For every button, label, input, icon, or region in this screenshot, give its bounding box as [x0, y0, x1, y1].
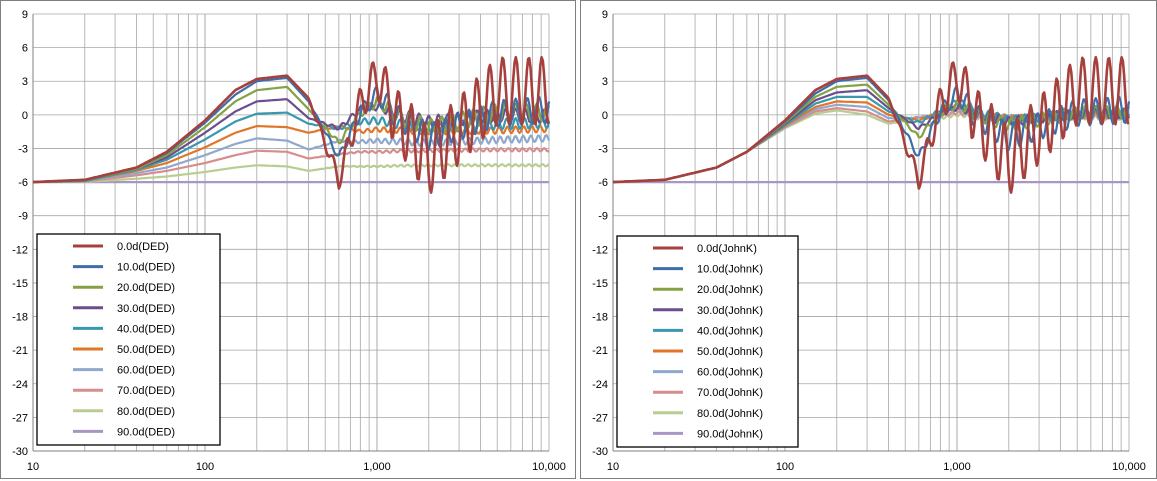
chart-panel-left: 9 6 3 0 -3 -6 -9 -12 -15 -18 -21 -24 -27 -30 10 100 1,00… [0, 0, 576, 479]
x-tick-label: 10 [607, 461, 619, 473]
x-tick-label: 100 [196, 461, 214, 473]
x-tick-label: 10 [27, 461, 39, 473]
legend-label: 50.0d(DED) [117, 344, 175, 356]
chart-panel-right: 9 6 3 0 -3 -6 -9 -12 -15 -18 -21 -24 -27 -30 10 100 1,00… [580, 0, 1157, 479]
y-tick-label: -12 [592, 244, 608, 256]
y-tick-label: -21 [592, 345, 608, 357]
legend-label: 50.0d(JohnK) [697, 346, 763, 358]
series-line [33, 163, 550, 184]
legend-label: 60.0d(JohnK) [697, 367, 763, 379]
legend-label: 80.0d(JohnK) [697, 408, 763, 420]
legend-label: 90.0d(JohnK) [697, 428, 763, 440]
legend-label: 60.0d(DED) [117, 365, 175, 377]
legend-box [616, 235, 799, 448]
series-line [33, 111, 551, 184]
legend-label: 40.0d(JohnK) [697, 325, 763, 337]
legend-label: 70.0d(DED) [117, 385, 175, 397]
y-tick-label: -6 [18, 177, 28, 189]
legend-label: 30.0d(DED) [117, 303, 175, 315]
series-line [33, 147, 550, 184]
x-tick-label: 1,000 [943, 461, 971, 473]
x-tick-label: 10,000 [1112, 461, 1146, 473]
y-tick-label: 6 [22, 43, 28, 55]
y-tick-label: 6 [602, 43, 608, 55]
y-tick-label: -15 [12, 278, 28, 290]
legend: 0.0d(DED) 10.0d(DED) 20.0d(DED) 30.0d(DED) 4… [36, 233, 221, 446]
y-tick-label: -30 [12, 446, 28, 458]
legend: 0.0d(JohnK) 10.0d(JohnK) 20.0d(JohnK) 30.0d… [616, 235, 799, 448]
y-tick-label: -9 [18, 211, 28, 223]
series-line [32, 55, 550, 194]
legend-label: 10.0d(DED) [117, 262, 175, 274]
legend-label: 20.0d(JohnK) [697, 284, 763, 296]
y-tick-label: 0 [22, 110, 28, 122]
y-tick-label: 9 [22, 9, 28, 21]
legend-label: 10.0d(JohnK) [697, 264, 763, 276]
legend-label: 90.0d(DED) [117, 426, 175, 438]
y-tick-label: -12 [12, 244, 28, 256]
y-tick-label: 0 [602, 110, 608, 122]
y-tick-label: -24 [12, 379, 28, 391]
chart-left: 9 6 3 0 -3 -6 -9 -12 -15 -18 -21 -24 -27 -30 10 100 1,00… [12, 9, 566, 473]
x-tick-label: 10,000 [532, 461, 566, 473]
x-tick-label: 1,000 [363, 461, 391, 473]
series-line [612, 55, 1130, 194]
legend-label: 20.0d(DED) [117, 282, 175, 294]
y-tick-label: -27 [12, 412, 28, 424]
y-tick-label: -3 [598, 143, 608, 155]
y-tick-label: 3 [22, 76, 28, 88]
chart-right: 9 6 3 0 -3 -6 -9 -12 -15 -18 -21 -24 -27 -30 10 100 1,00… [592, 9, 1146, 473]
y-tick-label: -18 [592, 312, 608, 324]
y-tick-label: -9 [598, 211, 608, 223]
legend-label: 70.0d(JohnK) [697, 387, 763, 399]
y-tick-label: -27 [592, 412, 608, 424]
y-tick-label: -3 [18, 143, 28, 155]
y-tick-label: -18 [12, 312, 28, 324]
y-tick-label: -24 [592, 379, 608, 391]
y-tick-label: -30 [592, 446, 608, 458]
legend-label: 80.0d(DED) [117, 406, 175, 418]
y-tick-label: 3 [602, 76, 608, 88]
x-tick-label: 100 [776, 461, 794, 473]
legend-label: 40.0d(DED) [117, 323, 175, 335]
y-tick-label: -21 [12, 345, 28, 357]
y-tick-label: -6 [598, 177, 608, 189]
legend-box [36, 233, 221, 446]
y-tick-label: 9 [602, 9, 608, 21]
legend-label: 30.0d(JohnK) [697, 305, 763, 317]
legend-label: 0.0d(DED) [117, 241, 169, 253]
legend-label: 0.0d(JohnK) [697, 243, 757, 255]
y-tick-label: -15 [592, 278, 608, 290]
